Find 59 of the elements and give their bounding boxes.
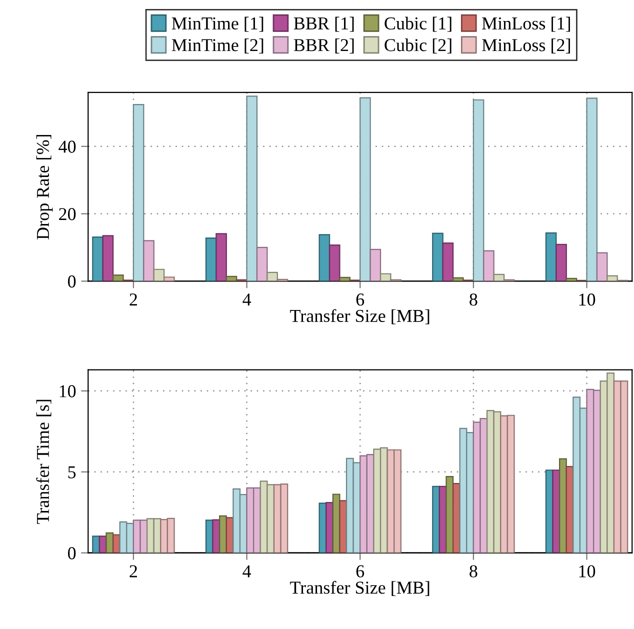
x-tick-label: 2 [130,565,137,578]
bar [432,232,444,282]
legend-label: MinLoss [2] [482,38,570,54]
bar [606,275,618,282]
x-axis-title: Transfer Size [MB] [290,309,430,324]
bar [318,234,330,282]
bar [483,250,494,282]
y-tick-label: 5 [68,466,76,478]
x-tick-label: 10 [579,565,596,578]
bar [246,96,258,282]
bar [164,276,175,282]
bar [566,278,578,282]
bar [556,244,567,282]
y-tick-label: 10 [60,385,76,398]
x-tick-label: 4 [242,565,252,578]
legend-label: MinLoss [1] [482,16,570,32]
legend-label: Cubic [2] [384,38,452,54]
x-tick-label: 6 [356,565,364,578]
bar [360,97,371,282]
legend-label: MinTime [2] [172,38,264,54]
bar [472,99,484,282]
bar [216,233,227,282]
bar [442,242,454,282]
bar [380,273,392,282]
bar [596,252,608,282]
x-tick-label: 10 [579,293,596,306]
bar [112,274,124,282]
bar [143,240,154,282]
x-tick-label: 8 [470,293,478,306]
bar [132,104,144,282]
bar [266,272,278,282]
bar [226,276,238,282]
y-tick-label: 0 [68,547,76,560]
bar [92,236,104,282]
x-axis-title: Transfer Size [MB] [290,580,430,596]
bar [545,232,557,282]
x-tick-label: 6 [356,294,364,306]
bar [328,244,340,282]
bar [586,98,598,282]
y-tick-label: 20 [59,208,76,220]
bar [452,277,464,282]
bar [102,235,114,282]
y-tick-label: 40 [58,140,76,153]
x-tick-label: 8 [470,565,478,578]
x-tick-label: 2 [130,294,137,306]
legend-label: BBR [2] [294,38,354,54]
x-tick-label: 4 [242,294,252,306]
y-axis-title: Drop Rate [%] [36,135,53,240]
y-tick-label: 0 [68,275,76,288]
bar [493,274,505,282]
bar [370,248,382,282]
legend-label: BBR [1] [294,16,354,32]
legend-label: Cubic [1] [384,16,452,32]
bar [559,458,567,553]
bar [339,276,350,282]
bar [153,268,165,282]
bar [256,246,268,282]
legend-label: MinTime [1] [172,16,264,32]
y-axis-title: Transfer Time [s] [36,400,52,524]
